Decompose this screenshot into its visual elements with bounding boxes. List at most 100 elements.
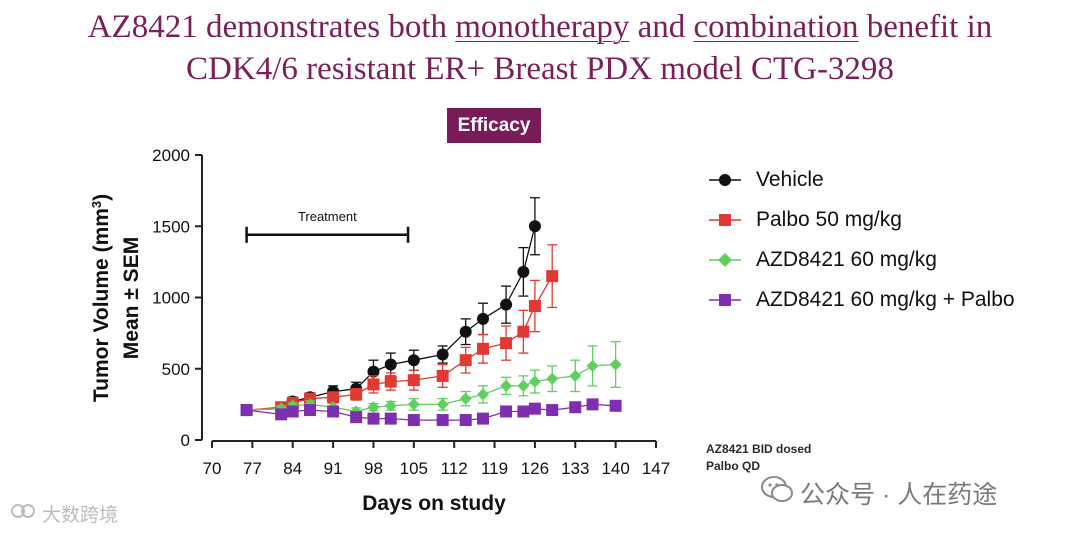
series-1-point [517, 325, 530, 338]
series-1-point [500, 337, 513, 350]
series-2-point [367, 401, 380, 414]
series-0-point [407, 354, 420, 367]
series-2-point [546, 372, 559, 385]
series-1-point [459, 354, 472, 367]
watermark-right-text: 公众号 · 人在药途 [800, 480, 998, 509]
series-1-point [546, 270, 559, 283]
title-text: and [629, 9, 694, 45]
title-text: benefit in [858, 9, 993, 45]
legend-item-azd8421: AZD8421 60 mg/kg [708, 240, 1015, 280]
series-3-point [546, 404, 559, 417]
y-tick-label: 1500 [152, 217, 190, 236]
series-1-point [384, 375, 397, 388]
series-0-point [436, 348, 449, 361]
series-3-point [327, 405, 340, 418]
series-3-point [517, 405, 530, 418]
series-1-point [436, 369, 449, 382]
series-2-point [500, 379, 513, 392]
treatment-annotation: Treatment [298, 209, 357, 224]
series-0-point [367, 365, 380, 378]
series-2-point [477, 388, 490, 401]
wechat-icon [760, 474, 794, 511]
footnote-line-1: AZ8421 BID dosed [706, 442, 812, 456]
series-3-point [304, 404, 317, 417]
y-axis-label-line-2: Mean ± SEM [120, 237, 143, 359]
y-tick-label: 1000 [152, 289, 190, 308]
series-2-point [384, 399, 397, 412]
series-2-point [407, 398, 420, 411]
series-0-point [500, 298, 513, 311]
series-2-point [436, 398, 449, 411]
series-3-point [407, 414, 420, 427]
series-1-point [327, 391, 340, 404]
series-3-point [286, 405, 299, 418]
legend-label: AZD8421 60 mg/kg [756, 248, 937, 271]
series-3-point [500, 405, 513, 418]
legend-marker-palbo [709, 214, 741, 226]
legend-label: AZD8421 60 mg/kg + Palbo [756, 288, 1015, 311]
series-2-point [569, 369, 582, 382]
title-line-2: CDK4/6 resistant ER+ Breast PDX model CT… [186, 51, 894, 87]
x-tick-label: 112 [441, 459, 468, 478]
series-1-point [350, 388, 363, 401]
legend-label: Vehicle [756, 168, 824, 191]
series-0-point [528, 220, 541, 233]
dosing-footnote: AZ8421 BID dosed Palbo QD [706, 441, 811, 475]
series-1-point [477, 342, 490, 355]
x-tick-label: 105 [400, 459, 428, 478]
watermark-logo-icon [10, 501, 36, 527]
title-line-1: AZ8421 demonstrates both monotherapy and… [0, 6, 1080, 48]
x-tick-label: 133 [561, 459, 589, 478]
y-axis-label-line-1: Tumor Volume (mm3) [89, 194, 114, 402]
series-1-point [367, 378, 380, 391]
slide-title: AZ8421 demonstrates both monotherapy and… [0, 6, 1080, 90]
series-1-point [528, 300, 541, 313]
series-1-point [407, 374, 420, 387]
legend-item-vehicle: Vehicle [708, 160, 1015, 200]
y-tick-label: 500 [162, 360, 190, 379]
x-tick-label: 140 [601, 459, 629, 478]
series-3-point [586, 398, 599, 411]
series-3-point [384, 412, 397, 425]
series-2-point [528, 375, 541, 388]
chart-legend: Vehicle Palbo 50 mg/kg AZD8421 60 mg/kg … [708, 160, 1015, 320]
series-3-point [436, 414, 449, 427]
x-tick-label: 70 [203, 459, 222, 478]
series-2-point [517, 379, 530, 392]
y-tick-label: 0 [181, 431, 190, 450]
legend-marker-azd8421 [709, 253, 741, 267]
watermark-left: 大数跨境 [10, 500, 118, 527]
footnote-line-2: Palbo QD [706, 459, 761, 473]
series-2-point [459, 392, 472, 405]
x-tick-label: 91 [324, 459, 343, 478]
series-0-point [384, 358, 397, 371]
series-2-point [609, 358, 622, 371]
legend-item-combo: AZD8421 60 mg/kg + Palbo [708, 280, 1015, 320]
series-3-point [240, 404, 253, 417]
title-text: AZ8421 demonstrates both [87, 9, 456, 45]
x-tick-label: 84 [283, 459, 302, 478]
legend-marker-combo [709, 294, 741, 306]
series-0-point [459, 325, 472, 338]
x-tick-label: 119 [481, 459, 508, 478]
x-axis-label: Days on study [362, 492, 506, 515]
series-1-line [246, 275, 553, 411]
efficacy-badge: Efficacy [447, 108, 541, 143]
series-2-point [586, 359, 599, 372]
x-tick-label: 77 [243, 459, 262, 478]
series-3-line [246, 403, 616, 421]
series-0-point [517, 265, 530, 278]
x-tick-label: 126 [521, 459, 549, 478]
series-3-point [275, 408, 288, 421]
series-2-line [246, 363, 616, 413]
series-3-point [459, 414, 472, 427]
series-3-point [569, 401, 582, 414]
title-underlined-monotherapy: monotherapy [455, 9, 630, 45]
legend-item-palbo: Palbo 50 mg/kg [708, 200, 1015, 240]
y-tick-label: 2000 [152, 146, 190, 165]
series-0-point [477, 312, 490, 325]
watermark-left-text: 大数跨境 [42, 505, 119, 526]
x-tick-label: 147 [642, 459, 670, 478]
title-underlined-combination: combination [693, 9, 859, 45]
